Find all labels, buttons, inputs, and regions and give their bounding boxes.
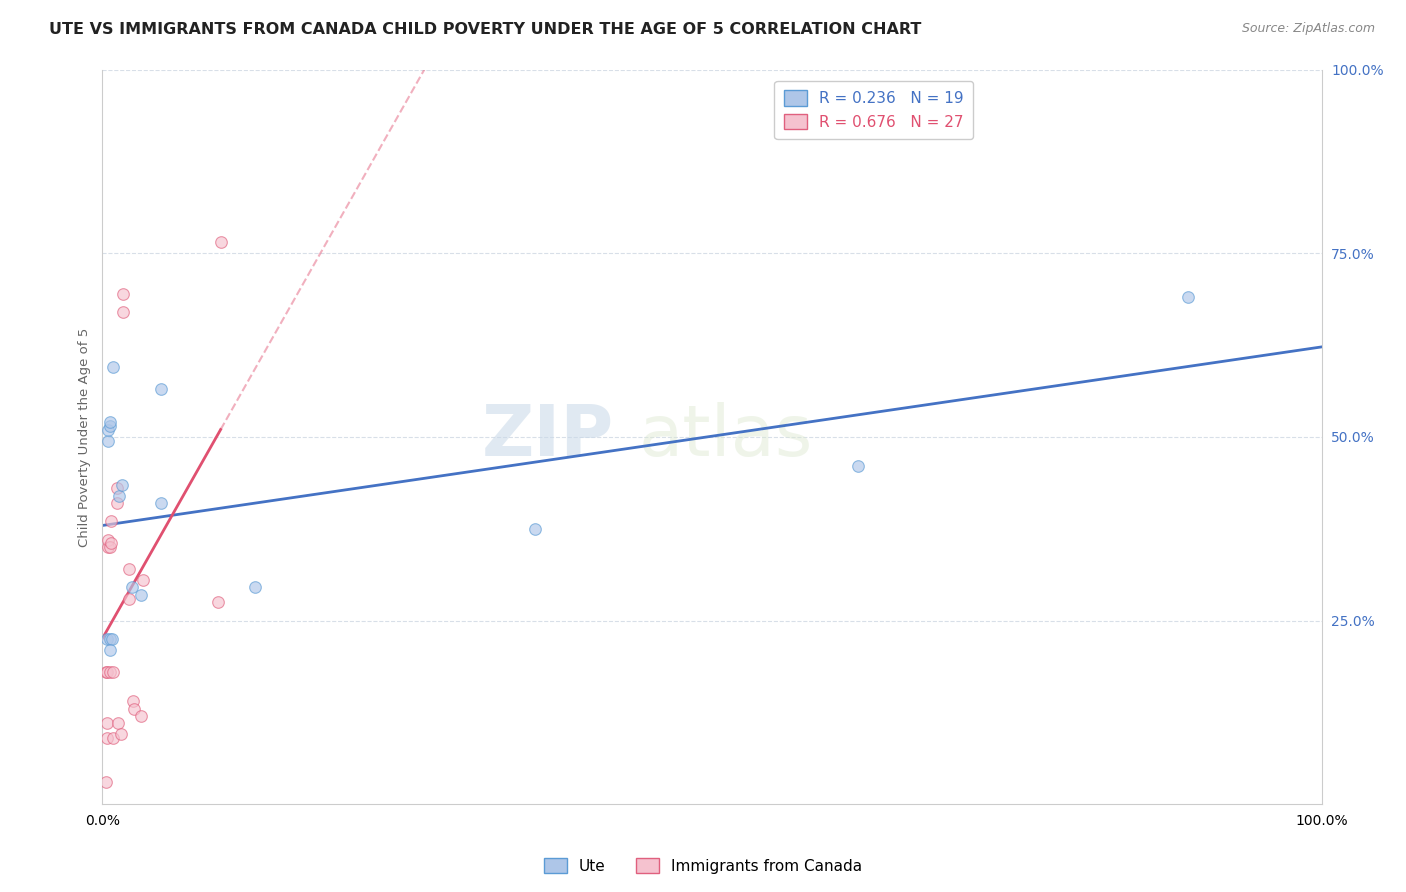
Point	[98, 415, 121, 429]
Point	[121, 581, 143, 595]
Legend: Ute, Immigrants from Canada: Ute, Immigrants from Canada	[537, 852, 869, 880]
Point	[98, 643, 121, 657]
Point	[131, 709, 153, 723]
Point	[108, 489, 131, 503]
Text: UTE VS IMMIGRANTS FROM CANADA CHILD POVERTY UNDER THE AGE OF 5 CORRELATION CHART: UTE VS IMMIGRANTS FROM CANADA CHILD POVE…	[49, 22, 921, 37]
Point	[207, 595, 229, 609]
Point	[243, 581, 266, 595]
Point	[96, 665, 118, 679]
Point	[101, 632, 124, 646]
Point	[110, 727, 132, 741]
Point	[149, 382, 172, 396]
Point	[122, 702, 145, 716]
Point	[98, 632, 121, 646]
Point	[107, 716, 129, 731]
Point	[97, 533, 120, 547]
Point	[118, 562, 141, 576]
Point	[100, 515, 122, 529]
Point	[209, 235, 232, 250]
Text: atlas: atlas	[638, 402, 813, 471]
Point	[96, 731, 118, 745]
Point	[94, 775, 117, 789]
Point	[98, 665, 121, 679]
Point	[131, 573, 153, 587]
Legend: R = 0.236   N = 19, R = 0.676   N = 27: R = 0.236 N = 19, R = 0.676 N = 27	[775, 81, 973, 139]
Point	[105, 481, 128, 495]
Point	[97, 423, 120, 437]
Point	[103, 665, 125, 679]
Point	[1177, 290, 1199, 304]
Point	[149, 496, 172, 510]
Point	[103, 731, 125, 745]
Point	[105, 496, 128, 510]
Text: ZIP: ZIP	[482, 402, 614, 471]
Point	[96, 632, 118, 646]
Point	[846, 459, 869, 474]
Point	[112, 305, 135, 319]
Point	[111, 477, 134, 491]
Point	[118, 591, 141, 606]
Y-axis label: Child Poverty Under the Age of 5: Child Poverty Under the Age of 5	[79, 327, 91, 547]
Point	[98, 540, 121, 554]
Text: Source: ZipAtlas.com: Source: ZipAtlas.com	[1241, 22, 1375, 36]
Point	[524, 522, 547, 536]
Point	[97, 434, 120, 448]
Point	[103, 360, 125, 375]
Point	[121, 694, 143, 708]
Point	[97, 540, 120, 554]
Point	[100, 536, 122, 550]
Point	[112, 286, 135, 301]
Point	[98, 418, 121, 433]
Point	[131, 588, 153, 602]
Point	[96, 716, 118, 731]
Point	[94, 665, 117, 679]
